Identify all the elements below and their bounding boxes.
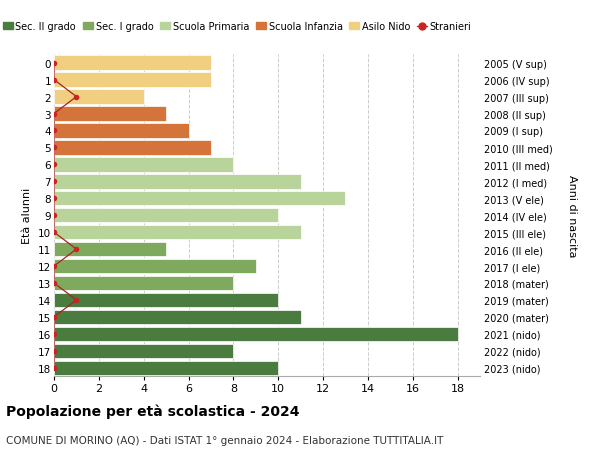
Bar: [54, 73, 211, 88]
Bar: [54, 124, 188, 138]
Point: [49, 60, 59, 67]
Point: [49, 111, 59, 118]
Bar: [54, 141, 211, 155]
Bar: [54, 175, 301, 189]
Bar: [54, 310, 301, 325]
Point: [49, 347, 59, 355]
Point: [49, 313, 59, 321]
Bar: [54, 327, 458, 341]
Point: [49, 330, 59, 338]
Bar: [54, 259, 256, 274]
Point: [49, 161, 59, 168]
Point: [71, 297, 81, 304]
Point: [49, 178, 59, 185]
Bar: [54, 344, 233, 358]
Bar: [54, 192, 346, 206]
Bar: [54, 361, 278, 375]
Bar: [54, 56, 211, 71]
Y-axis label: Età alunni: Età alunni: [22, 188, 32, 244]
Point: [71, 94, 81, 101]
Bar: [54, 293, 278, 308]
Point: [49, 212, 59, 219]
Legend: Sec. II grado, Sec. I grado, Scuola Primaria, Scuola Infanzia, Asilo Nido, Stran: Sec. II grado, Sec. I grado, Scuola Prim…: [0, 18, 475, 36]
Bar: [54, 225, 301, 240]
Point: [49, 364, 59, 372]
Point: [49, 229, 59, 236]
Point: [49, 195, 59, 202]
Bar: [54, 90, 143, 105]
Point: [49, 145, 59, 152]
Y-axis label: Anni di nascita: Anni di nascita: [567, 174, 577, 257]
Point: [49, 128, 59, 135]
Bar: [54, 107, 166, 122]
Bar: [54, 158, 233, 172]
Bar: [54, 242, 166, 257]
Text: Popolazione per età scolastica - 2024: Popolazione per età scolastica - 2024: [6, 403, 299, 418]
Point: [49, 280, 59, 287]
Bar: [54, 276, 233, 291]
Bar: [54, 208, 278, 223]
Point: [71, 246, 81, 253]
Point: [49, 263, 59, 270]
Text: COMUNE DI MORINO (AQ) - Dati ISTAT 1° gennaio 2024 - Elaborazione TUTTITALIA.IT: COMUNE DI MORINO (AQ) - Dati ISTAT 1° ge…: [6, 435, 443, 445]
Point: [49, 77, 59, 84]
